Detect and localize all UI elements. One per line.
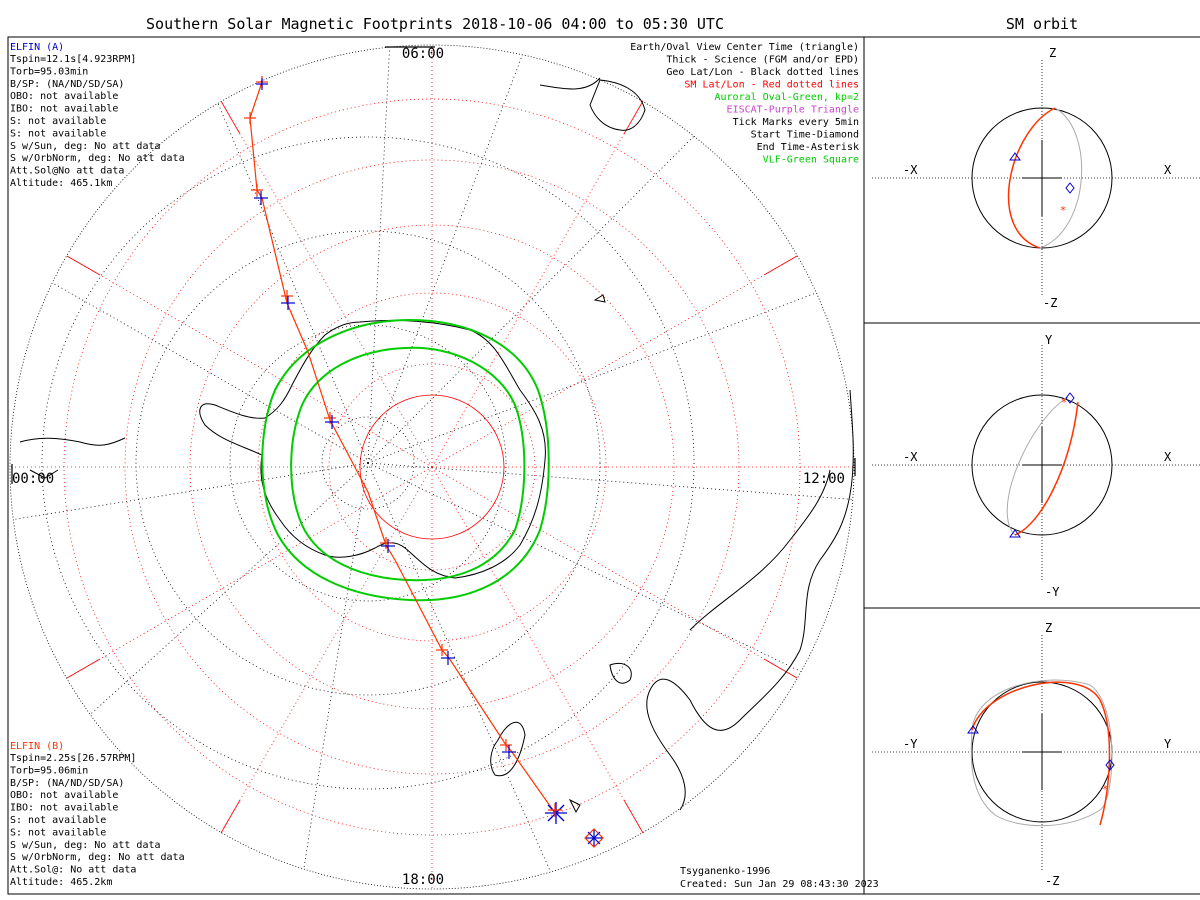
- time-label-bottom: 18:00: [402, 872, 444, 888]
- polar-map: 06:00 00:00 12:00 18:00: [9, 44, 856, 890]
- model-label: Tsyganenko-1996: [680, 866, 770, 877]
- svg-text:*: *: [1060, 204, 1067, 217]
- panel-xy-right: X: [1164, 450, 1172, 464]
- orbit-panel-xz: * Z -Z -X X: [872, 46, 1200, 310]
- elfin-a-name: ELFIN (A): [10, 42, 64, 53]
- panel-yz-bottom: -Z: [1045, 874, 1059, 888]
- legend-entry: Auroral Oval-Green, kp=2: [715, 92, 860, 103]
- legend: Earth/Oval View Center Time (triangle) Th…: [630, 42, 859, 166]
- view-center-diamond: [584, 828, 604, 848]
- map-boundary-circle: [9, 44, 855, 890]
- panel-yz-top: Z: [1045, 621, 1052, 635]
- sm-meridians: [10, 45, 854, 889]
- legend-entry: Tick Marks every 5min: [733, 117, 859, 128]
- elfin-b-name: ELFIN (B): [10, 741, 64, 752]
- time-label-left: 00:00: [12, 471, 54, 487]
- map-frame: [7, 36, 865, 895]
- geo-meridians: [10, 45, 854, 889]
- legend-entry: Geo Lat/Lon - Black dotted lines: [666, 67, 859, 78]
- elfin-a-info-line: Altitude: 465.1km: [10, 178, 112, 189]
- sm-outer-ticks: [66, 100, 798, 834]
- elfin-b-info-line: S: not available: [10, 815, 106, 826]
- orbit-panel-xy: * Y -Y -X X: [872, 333, 1200, 599]
- elfin-b-info-line: S w/OrbNorm, deg: No att data: [10, 852, 185, 863]
- panel-xy-left: -X: [903, 450, 918, 464]
- elfin-a-info-line: S: not available: [10, 116, 106, 127]
- legend-entry: SM Lat/Lon - Red dotted lines: [684, 80, 859, 91]
- panel-xz-bottom: -Z: [1043, 296, 1057, 310]
- elfin-b-info-line: Tspin=2.25s[26.57RPM]: [10, 753, 136, 764]
- geo-latitude-grid: [41, 136, 695, 790]
- panel-yz-right: Y: [1164, 737, 1172, 751]
- auroral-oval-outer: [261, 318, 550, 602]
- elfin-a-info-line: Torb=95.03min: [10, 66, 88, 77]
- elfin-b-info: ELFIN (B) Tspin=2.25s[26.57RPM]Torb=95.0…: [10, 741, 185, 888]
- elfin-b-info-line: Att.Sol@: No att data: [10, 865, 136, 876]
- end-time-asterisk: [545, 802, 567, 824]
- elfin-a-info-line: S w/OrbNorm, deg: No att data: [10, 153, 185, 164]
- elfin-b-info-line: S w/Sun, deg: No att data: [10, 840, 161, 851]
- elfin-b-info-line: OBO: not available: [10, 790, 118, 801]
- elfin-a-info-line: Tspin=12.1s[4.923RPM]: [10, 54, 136, 65]
- time-label-top: 06:00: [402, 46, 444, 62]
- elfin-a-info-line: OBO: not available: [10, 91, 118, 102]
- elfin-b-info-line: B/SP: (NA/ND/SD/SA): [10, 778, 124, 789]
- elfin-a-info-line: IBO: not available: [10, 104, 118, 115]
- start-time-diamond: [256, 76, 268, 90]
- legend-entry: Thick - Science (FGM and/or EPD): [666, 55, 859, 66]
- svg-text:*: *: [1061, 396, 1068, 409]
- orbit-panels: * Z -Z -X X * Y -Y -X X: [864, 36, 1200, 895]
- elfin-a-info: ELFIN (A) Tspin=12.1s[4.923RPM]Torb=95.0…: [10, 42, 185, 189]
- elfin-a-info-line: B/SP: (NA/ND/SD/SA): [10, 79, 124, 90]
- elfin-a-info-line: S w/Sun, deg: No att data: [10, 141, 161, 152]
- legend-entry: Earth/Oval View Center Time (triangle): [630, 42, 859, 53]
- legend-entry: Start Time-Diamond: [751, 130, 859, 141]
- plot-title: Southern Solar Magnetic Footprints 2018-…: [146, 15, 724, 33]
- elfin-b-info-line: IBO: not available: [10, 803, 118, 814]
- coastlines: [19, 77, 854, 814]
- legend-entry: End Time-Asterisk: [757, 142, 859, 153]
- svg-text:*: *: [1102, 783, 1109, 796]
- legend-entry: EISCAT-Purple Triangle: [727, 105, 859, 116]
- elfin-footprint-track: [249, 81, 556, 814]
- elfin-a-info-line: S: not available: [10, 128, 106, 139]
- elfin-a-info-line: Att.Sol@No att data: [10, 166, 124, 177]
- panel-xy-top: Y: [1045, 333, 1053, 347]
- panel-xz-left: -X: [903, 163, 918, 177]
- elfin-b-info-line: Torb=95.06min: [10, 765, 88, 776]
- created-label: Created: Sun Jan 29 08:43:30 2023: [680, 879, 879, 890]
- track-tick-marks: [244, 112, 516, 759]
- orbit-panel-yz: * Z -Z -Y Y: [872, 621, 1200, 888]
- time-label-right: 12:00: [803, 471, 845, 487]
- orbit-panel-title: SM orbit: [1006, 15, 1078, 33]
- elfin-b-info-line: S: not available: [10, 827, 106, 838]
- elfin-b-info-line: Altitude: 465.2km: [10, 877, 112, 888]
- panel-xy-bottom: -Y: [1045, 585, 1060, 599]
- auroral-oval-inner: [290, 346, 526, 582]
- legend-entry: VLF-Green Square: [763, 155, 859, 166]
- panel-xz-top: Z: [1049, 46, 1056, 60]
- panel-yz-left: -Y: [903, 737, 918, 751]
- panel-xz-right: X: [1164, 163, 1172, 177]
